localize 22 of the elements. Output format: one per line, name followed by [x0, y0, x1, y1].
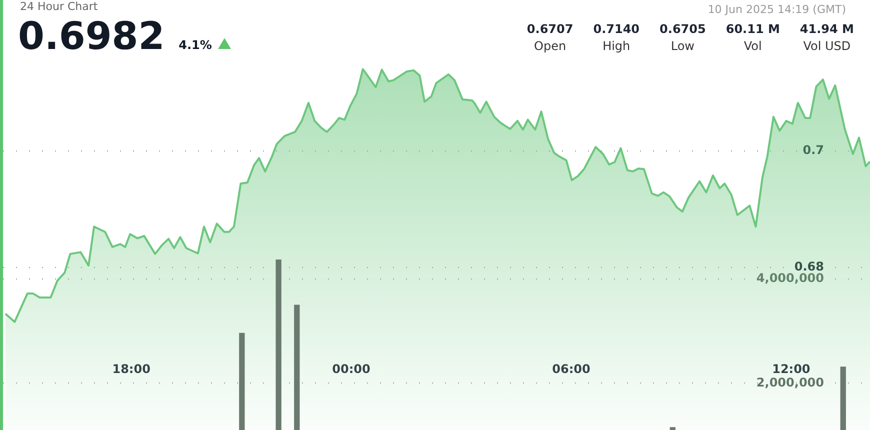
annotation: Vol: [742, 39, 763, 53]
annotation: 0.7140: [593, 22, 640, 36]
x-tick-label: 06:00: [552, 362, 590, 376]
annotation: Vol USD: [802, 39, 852, 53]
annotation: 0.6982: [18, 14, 165, 58]
annotation: Low: [670, 39, 696, 53]
annotation: 10 Jun 2025 14:19 (GMT): [708, 3, 846, 16]
y2-tick-label: 4,000,000: [756, 271, 824, 286]
annotation: 60.11 M: [726, 22, 780, 36]
x-tick-label: 00:00: [332, 362, 370, 376]
annotation: 41.94 M: [800, 22, 854, 36]
y-tick-label: 0.7: [802, 143, 824, 158]
x-tick-label: 18:00: [112, 362, 150, 376]
y-tick-label: 0.68: [794, 259, 824, 274]
x-tick-label: 12:00: [772, 362, 810, 376]
chart-title: 24 Hour Chart: [20, 0, 98, 13]
annotation: Open: [533, 39, 568, 53]
y2-tick-label: 2,000,000: [756, 375, 824, 390]
annotation: 0.6707: [526, 22, 574, 36]
annotation: High: [602, 39, 632, 53]
annotation: 4.1%: [178, 38, 212, 52]
annotation: 0.6705: [660, 22, 706, 36]
